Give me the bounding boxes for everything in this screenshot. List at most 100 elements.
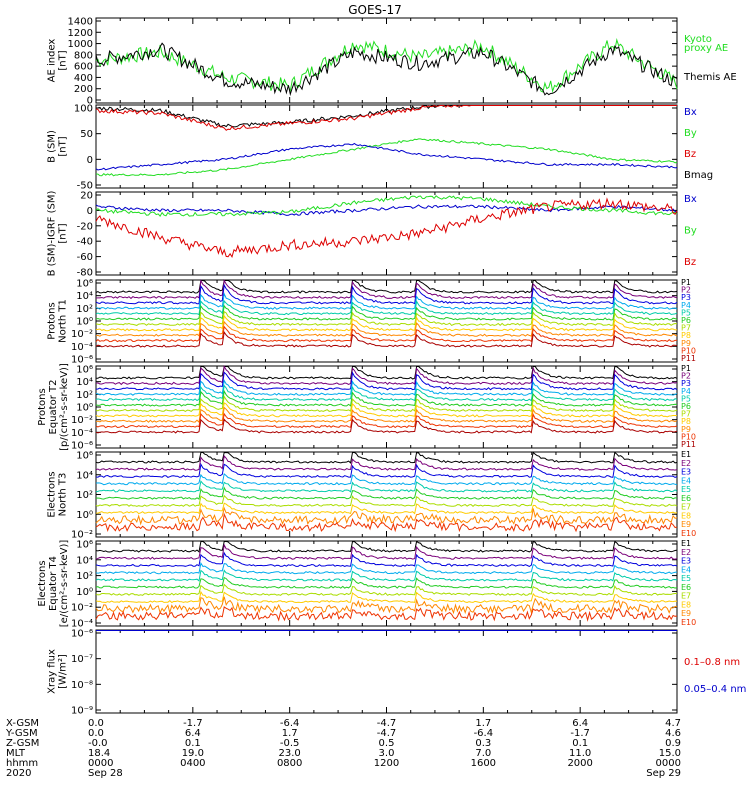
y-axis-label: Protons (47, 302, 58, 339)
legend-entry: E7 (681, 503, 691, 512)
axis-row-value: -4.7 (377, 728, 397, 739)
axis-row-label: MLT (6, 748, 26, 759)
channel-line-p9 (95, 320, 678, 337)
legend-entry: P6 (681, 316, 691, 325)
legend-entry: E8 (681, 600, 691, 609)
legend-entry: P2 (681, 286, 691, 295)
channel-line-p1 (95, 279, 678, 294)
axis-row-value: 7.0 (475, 748, 491, 759)
legend-entry: P3 (681, 379, 691, 388)
channel-line-e1 (95, 540, 678, 553)
y-tick-label: 10⁻² (71, 329, 93, 340)
axis-row-label: hhmm (6, 758, 38, 769)
axis-row-value: -6.4 (280, 718, 300, 729)
axis-row-value: 2000 (567, 758, 592, 769)
axis-row-value: -4.7 (377, 718, 397, 729)
legend-entry: proxy AE (684, 43, 728, 54)
legend-entry: P7 (681, 324, 691, 333)
channel-line-e5 (95, 569, 678, 582)
legend-entry: Themis AE (683, 72, 737, 83)
y-tick-label: 600 (74, 62, 93, 73)
y-tick-label: -20 (77, 221, 93, 232)
axis-row-value: 1.7 (475, 718, 491, 729)
y-tick-label: 10⁻⁴ (71, 342, 93, 353)
channel-line-p5 (95, 384, 678, 402)
y-tick-label: 10² (76, 571, 93, 582)
y-tick-label: 10⁰ (76, 403, 93, 414)
legend-entry: E5 (681, 574, 691, 583)
axis-row-value: -0.0 (88, 738, 108, 749)
legend-entry: P10 (681, 432, 696, 441)
y-tick-label: 10⁶ (76, 451, 93, 462)
y-axis-label: Electrons (47, 471, 58, 517)
y-tick-label: 10⁰ (76, 587, 93, 598)
legend-entry: E10 (681, 618, 696, 627)
y-tick-label: 800 (74, 50, 93, 61)
legend-entry: P8 (681, 417, 691, 426)
channel-line-p2 (95, 364, 678, 386)
channel-line-p7 (95, 395, 678, 413)
series-line-themis-ae (95, 42, 678, 97)
y-tick-label: 0 (87, 206, 93, 217)
legend-entry: P9 (681, 425, 691, 434)
y-tick-label: 10⁴ (76, 291, 93, 302)
legend-entry: E3 (681, 557, 691, 566)
legend-entry: Bx (684, 194, 697, 205)
channel-line-p9 (95, 406, 678, 424)
y-axis-label: Protons (37, 388, 48, 425)
legend-entry: P6 (681, 402, 691, 411)
axis-row-value: 6.4 (185, 728, 201, 739)
legend-entry: Bx (684, 107, 697, 118)
axis-row-value: 0000 (656, 758, 681, 769)
y-tick-label: 1000 (68, 39, 93, 50)
legend-entry: E1 (681, 450, 691, 459)
y-axis-label: [p/(cm²-s-sr-keV)] (59, 363, 70, 451)
axis-row-value: 1600 (471, 758, 496, 769)
y-tick-label: 200 (74, 84, 93, 95)
axis-row-value: 1.7 (282, 728, 298, 739)
y-tick-label: 10⁻⁴ (71, 619, 93, 630)
channel-line-p3 (95, 283, 678, 305)
channel-line-p4 (95, 378, 678, 396)
axis-row-value: -1.7 (570, 728, 590, 739)
legend-entry: E6 (681, 583, 691, 592)
legend-entry: E5 (681, 485, 691, 494)
legend-entry: E4 (681, 476, 691, 485)
legend-entry: E7 (681, 592, 691, 601)
y-tick-label: 10⁴ (76, 555, 93, 566)
y-axis-label: B (SM)-IGRF (SM) (47, 191, 58, 277)
channel-line-e10 (95, 606, 678, 622)
axis-row-value: 6.4 (572, 718, 588, 729)
axis-row-value: Sep 29 (646, 768, 681, 779)
channel-line-p10 (95, 325, 678, 343)
channel-line-e6 (95, 576, 678, 589)
axis-row-value: 0.1 (572, 738, 588, 749)
y-tick-label: -50 (77, 181, 93, 192)
y-tick-label: 0 (87, 155, 93, 166)
y-axis-label: AE index (47, 39, 58, 83)
series-line-bx (95, 142, 678, 171)
legend-entry: P1 (681, 364, 691, 373)
channel-line-e7 (95, 583, 678, 596)
channel-line-e6 (95, 486, 678, 500)
channel-line-p5 (95, 299, 678, 316)
y-axis-label: [nT] (58, 50, 69, 70)
y-tick-label: 10⁶ (76, 279, 93, 290)
legend-entry: E6 (681, 494, 691, 503)
channel-line-e8 (95, 590, 678, 604)
y-tick-label: 20 (80, 191, 93, 202)
y-tick-label: 10⁴ (76, 470, 93, 481)
y-tick-label: -60 (77, 252, 93, 263)
plot-title: GOES-17 (348, 3, 402, 17)
legend-entry: P2 (681, 372, 691, 381)
y-axis-label: [nT] (58, 136, 69, 156)
axis-row-value: 0.1 (185, 738, 201, 749)
legend-entry: By (684, 226, 697, 237)
axis-row-value: -6.4 (474, 728, 494, 739)
y-tick-label: 400 (74, 73, 93, 84)
channel-line-e7 (95, 494, 678, 507)
